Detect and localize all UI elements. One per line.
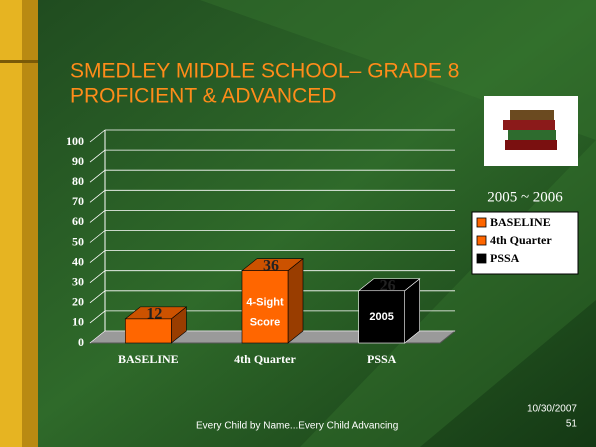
legend-label: BASELINE [490, 215, 551, 229]
data-label: 26 [380, 277, 396, 294]
tick-mark [89, 290, 106, 304]
tick-mark [89, 270, 106, 284]
x-tick-label: BASELINE [118, 352, 179, 366]
legend-box [471, 211, 579, 275]
tick-mark [89, 210, 106, 223]
y-tick-label: 30 [72, 274, 84, 288]
stripe-line [0, 60, 38, 63]
title-line: PROFICIENT & ADVANCED [70, 85, 336, 108]
title-line: SMEDLEY MIDDLE SCHOOL– GRADE 8 [70, 60, 459, 83]
books-image [484, 96, 578, 166]
legend-title: 2005 ~ 2006 [487, 189, 563, 205]
tick-mark [89, 330, 106, 344]
tick-mark [89, 250, 106, 263]
tick-mark [89, 169, 106, 183]
y-tick-label: 70 [72, 194, 84, 208]
tick-mark [89, 129, 106, 143]
legend-swatch [476, 217, 487, 228]
footer-date: 10/30/2007 [527, 404, 577, 415]
left-stripe [0, 0, 22, 447]
page-number: 51 [566, 419, 578, 430]
decor [200, 0, 596, 447]
y-tick-label: 50 [72, 234, 84, 248]
left-stripe [22, 0, 38, 447]
tick-mark [89, 149, 106, 163]
data-label: 36 [263, 257, 279, 274]
x-tick-label: 4th Quarter [234, 352, 296, 366]
tick-mark [89, 189, 106, 203]
y-tick-label: 20 [72, 295, 84, 309]
tick-mark [89, 310, 106, 324]
y-tick-label: 0 [78, 335, 84, 349]
bar-annotation: 4-Sight [246, 297, 284, 309]
y-tick-label: 90 [72, 154, 84, 168]
y-tick-label: 80 [72, 174, 84, 188]
bar-annotation: Score [250, 317, 281, 329]
footer-text: Every Child by Name...Every Child Advanc… [196, 421, 398, 432]
legend-label: PSSA [490, 251, 520, 265]
y-tick-label: 40 [72, 254, 84, 268]
y-tick-label: 10 [72, 315, 84, 329]
y-tick-label: 100 [66, 134, 84, 148]
legend-swatch [476, 253, 487, 264]
tick-mark [89, 230, 106, 243]
legend-swatch [476, 235, 487, 246]
y-tick-label: 60 [72, 214, 84, 228]
bar-annotation: 2005 [369, 311, 393, 323]
legend-label: 4th Quarter [490, 233, 552, 247]
bar [125, 318, 172, 344]
bar [241, 270, 289, 344]
bar-side [287, 258, 304, 344]
x-tick-label: PSSA [367, 352, 397, 366]
data-label: 12 [146, 306, 162, 323]
bar [358, 290, 405, 344]
